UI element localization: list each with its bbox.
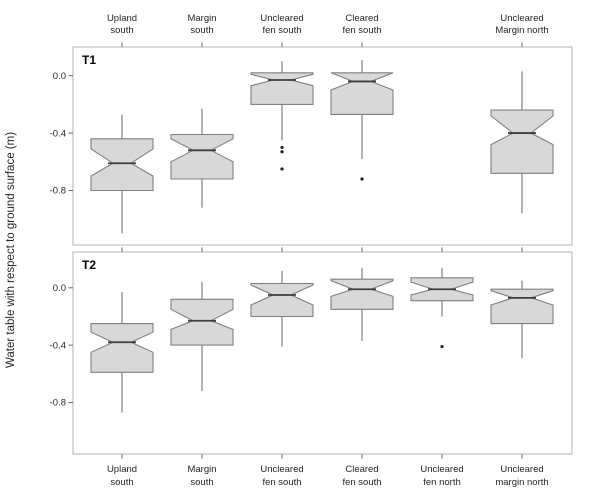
box-t2-uncleared-fen-south (250, 270, 314, 347)
top-axis-label-uncleared-fen-south-line2: fen south (262, 25, 301, 36)
top-axis-label-upland-south-line1: Upland (107, 13, 137, 24)
top-axis-label-uncleared-fen-south-line1: Uncleared (260, 13, 303, 24)
panel-border-t2 (72, 251, 573, 455)
panel-label-t1: T1 (82, 53, 96, 67)
bottom-axis-label-uncleared-margin-north-line1: Uncleared (500, 464, 543, 475)
y-tick-label-t2: 0.0 (53, 283, 66, 294)
bottom-axis-label-upland-south-line2: south (110, 477, 133, 488)
box-t1-cleared-fen-south (330, 59, 394, 181)
top-axis-label-cleared-fen-south-line2: fen south (342, 25, 381, 36)
bottom-axis-label-uncleared-fen-north-line1: Uncleared (420, 464, 463, 475)
box-t1-margin-south (170, 108, 234, 208)
box-t1-margin-south-body (170, 133, 234, 180)
y-tick-label-t2: -0.8 (50, 398, 66, 409)
bottom-axis-label-cleared-fen-south-line2: fen south (342, 477, 381, 488)
top-axis-label-uncleared-margin-north-line1: Uncleared (500, 13, 543, 24)
top-axis-label-margin-south-line2: south (190, 25, 213, 36)
box-t2-upland-south (90, 292, 154, 413)
box-t1-uncleared-margin-north (490, 71, 554, 214)
box-t2-uncleared-fen-south-body (250, 282, 314, 318)
box-t2-upland-south-body (90, 323, 154, 373)
bottom-axis-label-uncleared-fen-north-line2: fen north (423, 477, 461, 488)
box-t1-uncleared-fen-south-body (250, 72, 314, 105)
y-axis-label: Water table with respect to ground surfa… (5, 132, 17, 368)
panel-border-t1 (72, 46, 573, 246)
box-t1-uncleared-fen-south-outlier (280, 167, 284, 171)
box-t1-uncleared-fen-south-outlier (280, 145, 284, 150)
box-t1-uncleared-fen-south (250, 61, 314, 171)
bottom-axis-label-cleared-fen-south-line1: Cleared (345, 464, 378, 475)
bottom-axis-label-uncleared-margin-north-line2: margin north (495, 477, 548, 488)
bottom-axis-label-uncleared-fen-south-line1: Uncleared (260, 464, 303, 475)
top-axis-label-cleared-fen-south-line1: Cleared (345, 13, 378, 24)
box-t2-cleared-fen-south (330, 267, 394, 341)
box-t1-cleared-fen-south-outlier (360, 177, 364, 181)
bottom-axis-label-margin-south-line2: south (190, 477, 213, 488)
top-axis-label-upland-south-line2: south (110, 25, 133, 36)
box-t2-uncleared-fen-north-outlier (440, 344, 444, 349)
bottom-axis-label-margin-south-line1: Margin (187, 464, 216, 475)
bottom-axis-label-upland-south-line1: Upland (107, 464, 137, 475)
box-t2-cleared-fen-south-body (330, 278, 394, 310)
box-t2-margin-south (170, 282, 234, 391)
y-tick-label-t1: -0.8 (50, 186, 66, 197)
box-t1-uncleared-fen-south-outlier (280, 150, 284, 154)
panel-label-t2: T2 (82, 258, 96, 272)
box-t2-uncleared-fen-north (410, 267, 474, 349)
box-t1-upland-south (90, 114, 154, 234)
y-tick-label-t1: -0.4 (50, 128, 66, 139)
box-t1-uncleared-margin-north-body (490, 109, 554, 174)
bottom-axis-label-uncleared-fen-south-line2: fen south (262, 477, 301, 488)
top-axis-label-uncleared-margin-north-line2: Margin north (495, 25, 548, 36)
box-t1-cleared-fen-south-body (330, 72, 394, 115)
y-tick-label-t2: -0.4 (50, 340, 66, 351)
box-t2-uncleared-margin-north (490, 280, 554, 359)
box-t2-uncleared-margin-north-body (490, 288, 554, 325)
y-tick-label-t1: 0.0 (53, 71, 66, 82)
box-t1-upland-south-body (90, 138, 154, 192)
box-t2-margin-south-body (170, 298, 234, 346)
top-axis-label-margin-south-line1: Margin (187, 13, 216, 24)
